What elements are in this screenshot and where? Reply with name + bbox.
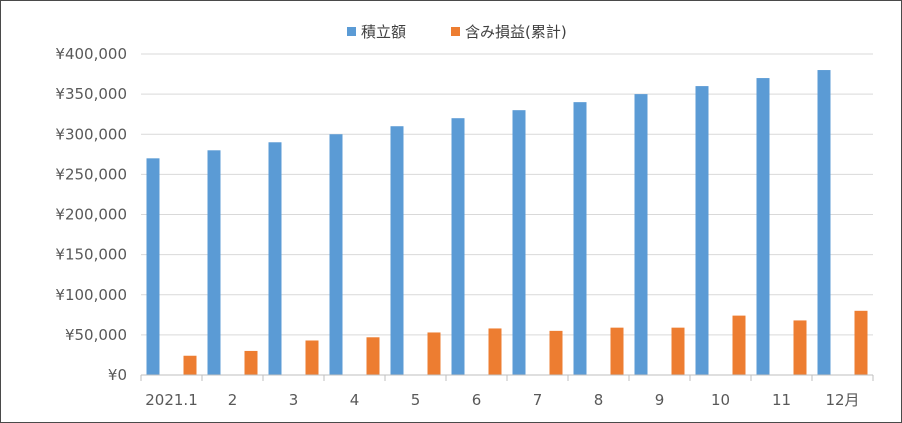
bar-series-2 <box>854 310 868 375</box>
x-tick-label: 6 <box>472 391 482 409</box>
y-tick-label: ¥50,000 <box>65 326 127 344</box>
y-tick-label: ¥100,000 <box>55 286 127 304</box>
bar-series-2 <box>732 315 746 375</box>
x-tick-label: 7 <box>533 391 543 409</box>
y-tick-label: ¥0 <box>108 366 127 384</box>
x-tick-label: 12月 <box>825 391 859 409</box>
bar-series-1 <box>817 70 831 376</box>
x-axis: 2021.1 2 3 4 5 6 7 8 9 10 11 12月 <box>140 374 874 409</box>
legend-swatch-series-2 <box>451 27 460 36</box>
legend-label-series-2: 含み損益(累計) <box>465 23 567 41</box>
bar-series-2 <box>183 355 197 375</box>
bar-series-1 <box>268 142 282 375</box>
legend-swatch-series-1 <box>347 27 356 36</box>
bars <box>146 70 868 376</box>
bar-series-2 <box>488 328 502 375</box>
bar-series-1 <box>573 102 587 376</box>
bar-series-2 <box>793 320 807 375</box>
bar-series-1 <box>451 118 465 375</box>
y-tick-label: ¥200,000 <box>55 206 127 224</box>
y-tick-label: ¥150,000 <box>55 246 127 264</box>
y-tick-label: ¥250,000 <box>55 165 127 183</box>
y-axis: ¥0 ¥50,000 ¥100,000 ¥150,000 ¥200,000 ¥250,00… <box>55 45 127 384</box>
x-tick-label: 5 <box>411 391 421 409</box>
x-tick-label: 11 <box>772 391 791 409</box>
x-tick-label: 4 <box>350 391 360 409</box>
legend-label-series-1: 積立額 <box>361 23 406 41</box>
bar-series-2 <box>671 327 685 375</box>
bar-series-1 <box>634 94 648 375</box>
bar-series-1 <box>695 86 709 375</box>
x-tick-label: 2 <box>228 391 238 409</box>
x-tick-label: 8 <box>594 391 604 409</box>
bar-series-1 <box>756 78 770 375</box>
bar-series-2 <box>244 350 258 375</box>
y-tick-label: ¥350,000 <box>55 85 127 103</box>
y-tick-label: ¥400,000 <box>55 45 127 63</box>
bar-series-1 <box>512 110 526 376</box>
bar-series-2 <box>305 340 319 375</box>
bar-series-1 <box>207 150 221 375</box>
x-tick-label: 2021.1 <box>145 391 198 409</box>
bar-series-2 <box>366 337 380 375</box>
bar-series-1 <box>146 158 160 375</box>
gridlines <box>141 53 873 336</box>
x-tick-label: 9 <box>655 391 665 409</box>
x-tick-label: 10 <box>711 391 730 409</box>
bar-series-2 <box>427 332 441 375</box>
bar-series-2 <box>610 327 624 375</box>
legend: 積立額 含み損益(累計) <box>347 23 567 41</box>
bar-series-1 <box>390 126 404 375</box>
x-tick-label: 3 <box>289 391 299 409</box>
bar-series-2 <box>549 330 563 375</box>
bar-series-1 <box>329 134 343 375</box>
y-tick-label: ¥300,000 <box>55 125 127 143</box>
